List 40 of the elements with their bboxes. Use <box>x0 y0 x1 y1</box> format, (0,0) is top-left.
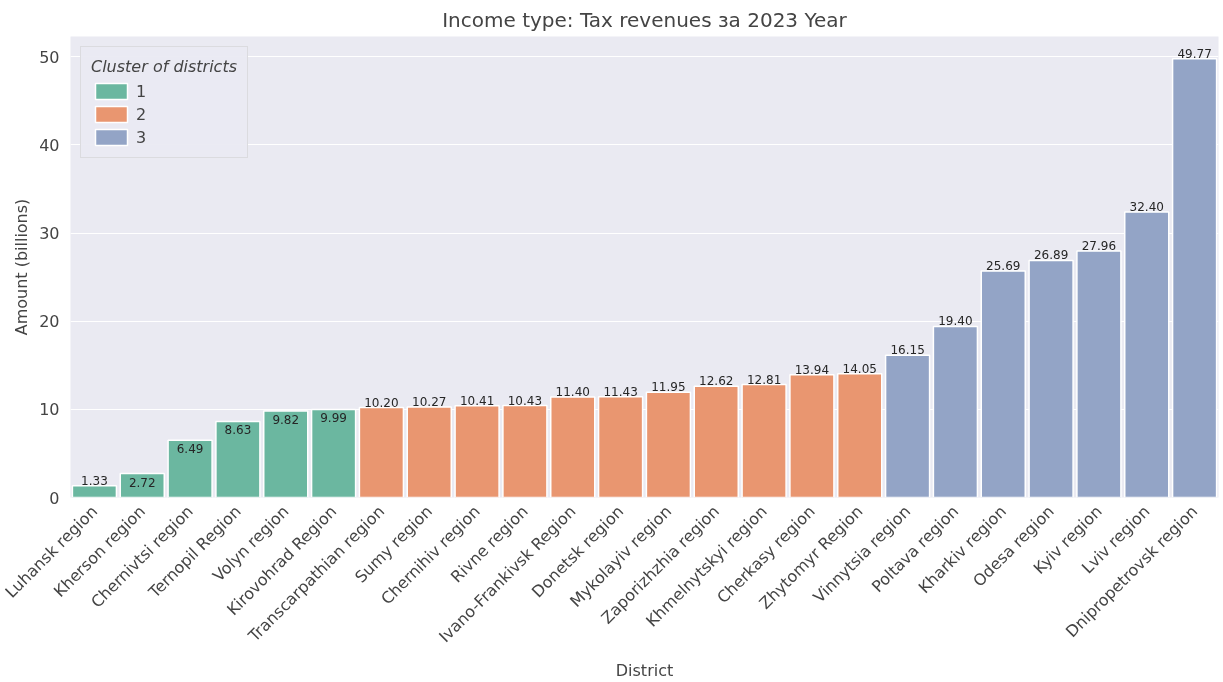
data-label: 2.72 <box>128 475 156 490</box>
data-label: 8.63 <box>224 423 252 438</box>
bar <box>215 420 261 498</box>
data-label: 16.15 <box>890 343 925 358</box>
data-label: 9.99 <box>320 411 347 426</box>
data-label: 19.40 <box>938 314 973 329</box>
bar <box>167 439 213 498</box>
y-tick-label: 20 <box>39 312 60 332</box>
data-label: 10.43 <box>507 393 543 408</box>
y-tick-label: 50 <box>39 47 60 67</box>
legend-label: 3 <box>136 127 148 147</box>
data-label: 1.33 <box>81 473 108 488</box>
data-label: 11.40 <box>555 385 590 400</box>
y-tick-label: 30 <box>39 224 60 244</box>
y-tick-label: 10 <box>39 400 60 420</box>
chart-title: Income type: Tax revenues за 2023 Year <box>442 7 848 32</box>
data-label: 9.82 <box>272 412 300 427</box>
data-label: 14.05 <box>842 361 877 376</box>
data-label: 49.77 <box>1177 46 1212 61</box>
data-label: 27.96 <box>1081 239 1117 254</box>
data-label: 32.40 <box>1129 199 1164 214</box>
data-label: 11.43 <box>603 384 638 399</box>
data-label: 10.41 <box>459 393 495 408</box>
y-tick-label: 0 <box>49 488 60 508</box>
data-label: 10.20 <box>364 395 399 410</box>
data-label: 26.89 <box>1033 248 1069 263</box>
data-label: 12.62 <box>699 374 734 389</box>
bar <box>71 485 118 498</box>
data-label: 13.94 <box>794 362 830 377</box>
legend-label: 1 <box>136 81 148 101</box>
data-label: 6.49 <box>176 442 204 457</box>
x-axis-title: District <box>615 660 674 680</box>
data-label: 25.69 <box>986 259 1021 274</box>
y-tick-label: 40 <box>39 135 60 155</box>
data-label: 10.27 <box>412 394 447 409</box>
legend-title: Cluster of districts <box>91 57 238 76</box>
y-axis-title: Amount (billions) <box>12 198 32 336</box>
legend-label: 2 <box>136 104 148 124</box>
data-label: 11.95 <box>651 380 686 395</box>
data-label: 12.81 <box>746 372 782 387</box>
